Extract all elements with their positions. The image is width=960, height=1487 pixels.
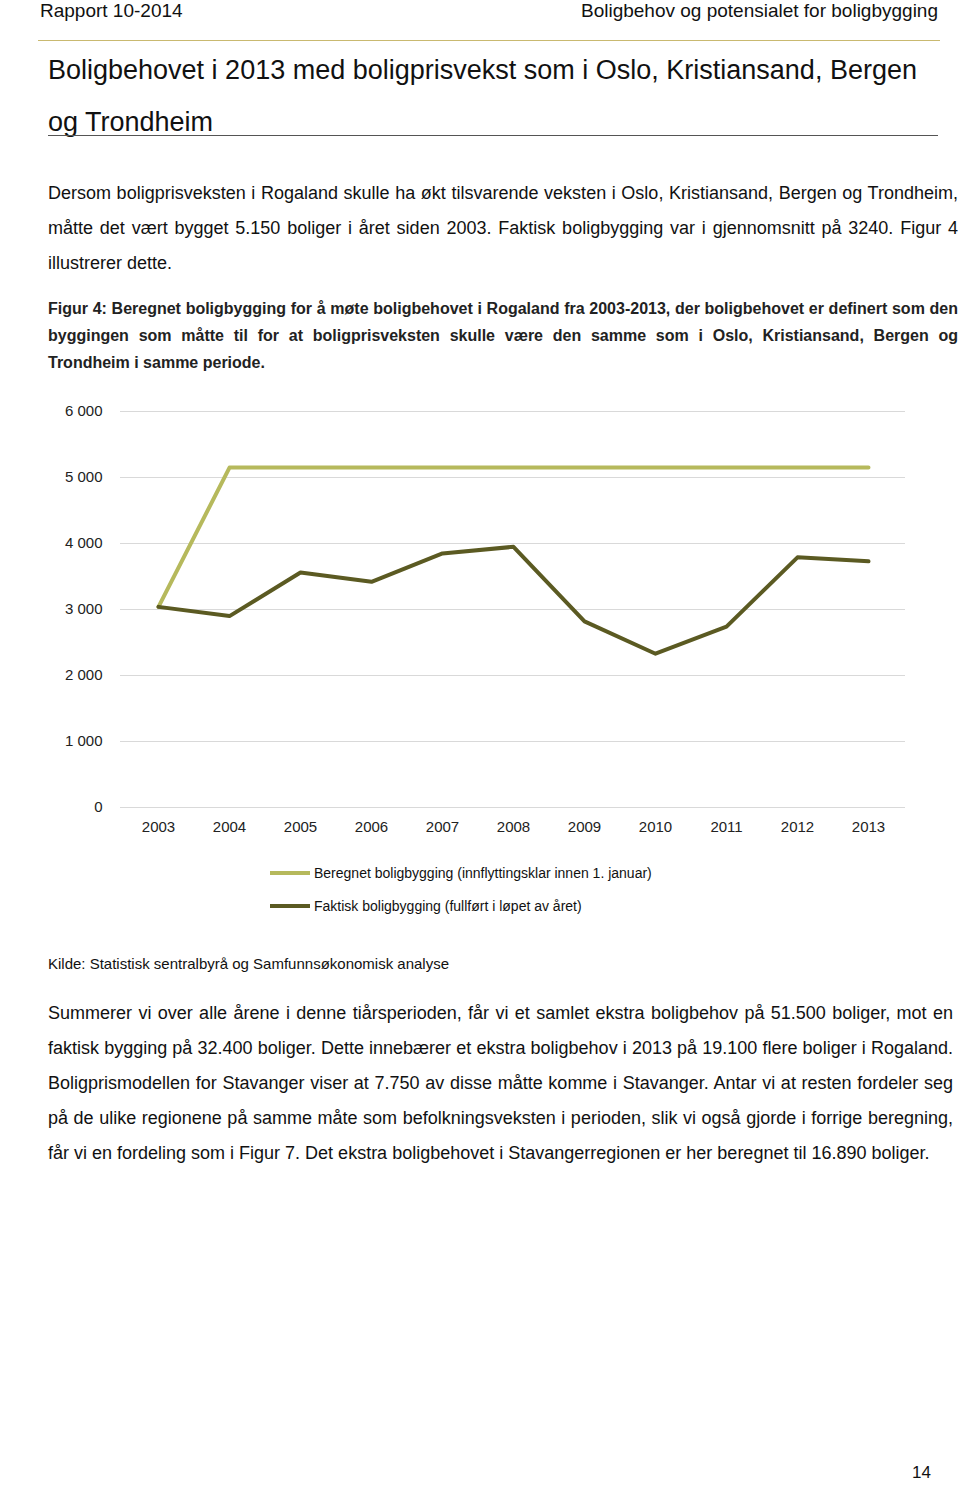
svg-text:2013: 2013 bbox=[852, 818, 885, 835]
svg-text:1 000: 1 000 bbox=[65, 732, 103, 749]
svg-text:0: 0 bbox=[94, 798, 102, 815]
svg-text:2008: 2008 bbox=[497, 818, 530, 835]
svg-text:2005: 2005 bbox=[284, 818, 317, 835]
svg-text:2009: 2009 bbox=[568, 818, 601, 835]
html-text:Rapport 10-2014: Rapport 10-2014 bbox=[40, 0, 183, 21]
html-text:Boligbehovet i 2013 med boligp: Boligbehovet i 2013 med boligprisvekst s… bbox=[48, 55, 917, 137]
svg-text:2010: 2010 bbox=[639, 818, 672, 835]
svg-text:2 000: 2 000 bbox=[65, 666, 103, 683]
svg-text:2007: 2007 bbox=[426, 818, 459, 835]
svg-text:3 000: 3 000 bbox=[65, 600, 103, 617]
svg-text:6 000: 6 000 bbox=[65, 402, 103, 419]
html-text:Kilde: Statistisk sentralbyrå: Kilde: Statistisk sentralbyrå og Samfunn… bbox=[48, 955, 449, 972]
svg-text:2006: 2006 bbox=[355, 818, 388, 835]
svg-text:2003: 2003 bbox=[142, 818, 175, 835]
svg-text:2011: 2011 bbox=[710, 818, 742, 835]
svg-text:2004: 2004 bbox=[213, 818, 246, 835]
html-text:Figur 4: Beregnet boligbygging: Figur 4: Beregnet boligbygging for å møt… bbox=[48, 300, 958, 371]
svg-text:2012: 2012 bbox=[781, 818, 814, 835]
html-text:Faktisk boligbygging (fullført: Faktisk boligbygging (fullført i løpet a… bbox=[314, 897, 582, 914]
html-text:Dersom boligprisveksten i Roga: Dersom boligprisveksten i Rogaland skull… bbox=[48, 183, 958, 273]
svg-text:4 000: 4 000 bbox=[65, 534, 103, 551]
html-text:Summerer vi over alle årene i: Summerer vi over alle årene i denne tiår… bbox=[48, 1003, 953, 1163]
html-text:Boligbehov og potensialet for: Boligbehov og potensialet for boligbyggi… bbox=[581, 0, 938, 21]
html-text:Beregnet boligbygging (innflyt: Beregnet boligbygging (innflyttingsklar … bbox=[314, 864, 652, 881]
svg-text:5 000: 5 000 bbox=[65, 468, 103, 485]
html-text:14: 14 bbox=[912, 1463, 931, 1482]
